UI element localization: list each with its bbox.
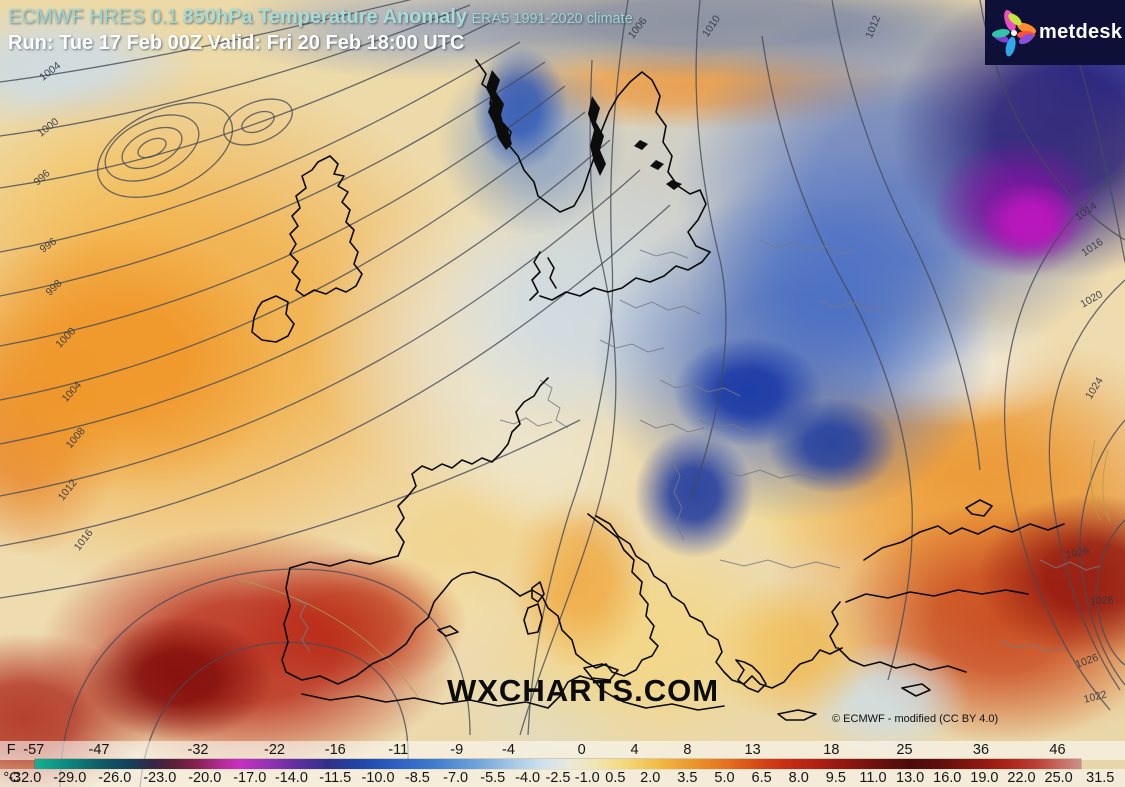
isobar-label: 1004 — [59, 379, 84, 405]
isobar-label: 1014 — [1073, 200, 1099, 224]
celsius-tick: 25.0 — [1044, 770, 1073, 786]
celsius-tick: -11.5 — [319, 770, 352, 786]
isobar-label: 1028 — [1090, 594, 1114, 608]
climate-reference: ERA5 1991-2020 climate — [471, 11, 633, 27]
fahrenheit-tick: -22 — [264, 742, 285, 758]
fahrenheit-tick: -32 — [187, 742, 209, 758]
temperature-colorbar — [34, 759, 1082, 769]
model-name: ECMWF HRES 0.1 — [8, 6, 179, 28]
celsius-tick: -7.0 — [443, 770, 469, 786]
isobar-label: 1000 — [53, 325, 78, 350]
fahrenheit-tick: -11 — [388, 742, 409, 758]
isobar-label: 1026 — [1074, 651, 1100, 670]
celsius-tick: 2.0 — [640, 770, 661, 786]
celsius-tick: 19.0 — [970, 770, 999, 786]
metdesk-logo: metdesk — [985, 0, 1125, 65]
celsius-tick: -2.5 — [545, 770, 571, 786]
country-borders — [295, 239, 1101, 653]
celsius-tick: 22.0 — [1007, 770, 1036, 786]
fahrenheit-tick: 13 — [744, 742, 761, 758]
celsius-tick: -14.0 — [274, 770, 308, 786]
isobar-label: 1022 — [1082, 688, 1108, 705]
metdesk-pinwheel-icon — [991, 9, 1037, 56]
celsius-unit-label: °C — [3, 770, 20, 786]
celsius-tick: -4.0 — [515, 770, 541, 786]
celsius-tick: -23.0 — [143, 770, 177, 786]
metdesk-wordmark: metdesk — [1039, 21, 1123, 43]
fahrenheit-tick: 36 — [972, 742, 990, 758]
fahrenheit-tick: -4 — [502, 742, 515, 758]
celsius-tick: 5.0 — [714, 770, 735, 786]
title-line: ECMWF HRES 0.1 850hPa Temperature Anomal… — [8, 5, 633, 31]
celsius-tick: 13.0 — [896, 770, 925, 786]
celsius-tick: -8.5 — [404, 770, 430, 786]
celsius-tick: -26.0 — [98, 770, 132, 786]
fahrenheit-tick: -16 — [324, 742, 346, 758]
fahrenheit-unit-label: F — [6, 742, 16, 758]
celsius-tick: -20.0 — [188, 770, 222, 786]
isobar-label: 1004 — [37, 60, 63, 84]
isobar-label: 996 — [38, 235, 59, 255]
celsius-tick: -1.0 — [574, 770, 600, 786]
fahrenheit-tick: 4 — [630, 742, 639, 758]
fahrenheit-row: F -57 -47 -32 -22 -16 -11 -9 -4 0 4 8 13 18 25 36 46 — [0, 741, 1125, 760]
isobar-label: 1016 — [1079, 236, 1105, 259]
isobar-label: 1026 — [1065, 545, 1090, 562]
product-name: 850hPa Temperature Anomaly — [182, 6, 468, 28]
isobar-label: 1000 — [35, 116, 61, 140]
fahrenheit-tick: -47 — [88, 742, 110, 758]
isobar-label: 1012 — [56, 477, 80, 503]
celsius-tick: -5.5 — [480, 770, 506, 786]
celsius-tick: -29.0 — [53, 770, 87, 786]
celsius-tick: -32.0 — [8, 770, 42, 786]
isobar-labels: 1004100099699699810001004100810121016100… — [31, 13, 1114, 706]
watermark: WXCHARTS.COM — [447, 673, 720, 708]
fahrenheit-tick: 25 — [896, 742, 913, 758]
celsius-tick: 31.5 — [1086, 770, 1115, 786]
fahrenheit-tick: -9 — [450, 742, 464, 758]
celsius-tick: 0.5 — [605, 770, 626, 786]
celsius-tick: 6.5 — [751, 770, 772, 786]
isobar-label: 998 — [43, 277, 64, 298]
celsius-tick: 3.5 — [677, 770, 698, 786]
fahrenheit-tick: 8 — [683, 742, 692, 758]
celsius-tick: 16.0 — [933, 770, 962, 786]
celsius-tick: 8.0 — [788, 770, 809, 786]
isobar-label: 996 — [31, 167, 52, 188]
isobar-label: 1020 — [1078, 288, 1104, 310]
celsius-tick: 11.0 — [859, 770, 887, 786]
fahrenheit-tick: 18 — [823, 742, 840, 758]
isobar-label: 1024 — [1083, 375, 1106, 401]
celsius-row: °C -32.0 -29.0 -26.0 -23.0 -20.0 -17.0 -14.0 -11… — [0, 769, 1125, 787]
coastlines — [251, 59, 1065, 721]
isobar-label: 1012 — [863, 14, 883, 40]
titlebar: ECMWF HRES 0.1 850hPa Temperature Anomal… — [8, 5, 633, 55]
celsius-tick: -17.0 — [233, 770, 267, 786]
fahrenheit-tick: 46 — [1049, 742, 1066, 758]
isobar-label: 1010 — [700, 13, 723, 39]
celsius-tick: 9.5 — [825, 770, 846, 786]
celsius-tick: -10.0 — [361, 770, 395, 786]
run-valid-line: Run: Tue 17 Feb 00Z Valid: Fri 20 Feb 18… — [8, 32, 465, 54]
fahrenheit-tick: -57 — [23, 742, 45, 758]
fahrenheit-tick: 0 — [577, 742, 586, 758]
attribution: © ECMWF - modified (CC BY 4.0) — [832, 713, 999, 725]
